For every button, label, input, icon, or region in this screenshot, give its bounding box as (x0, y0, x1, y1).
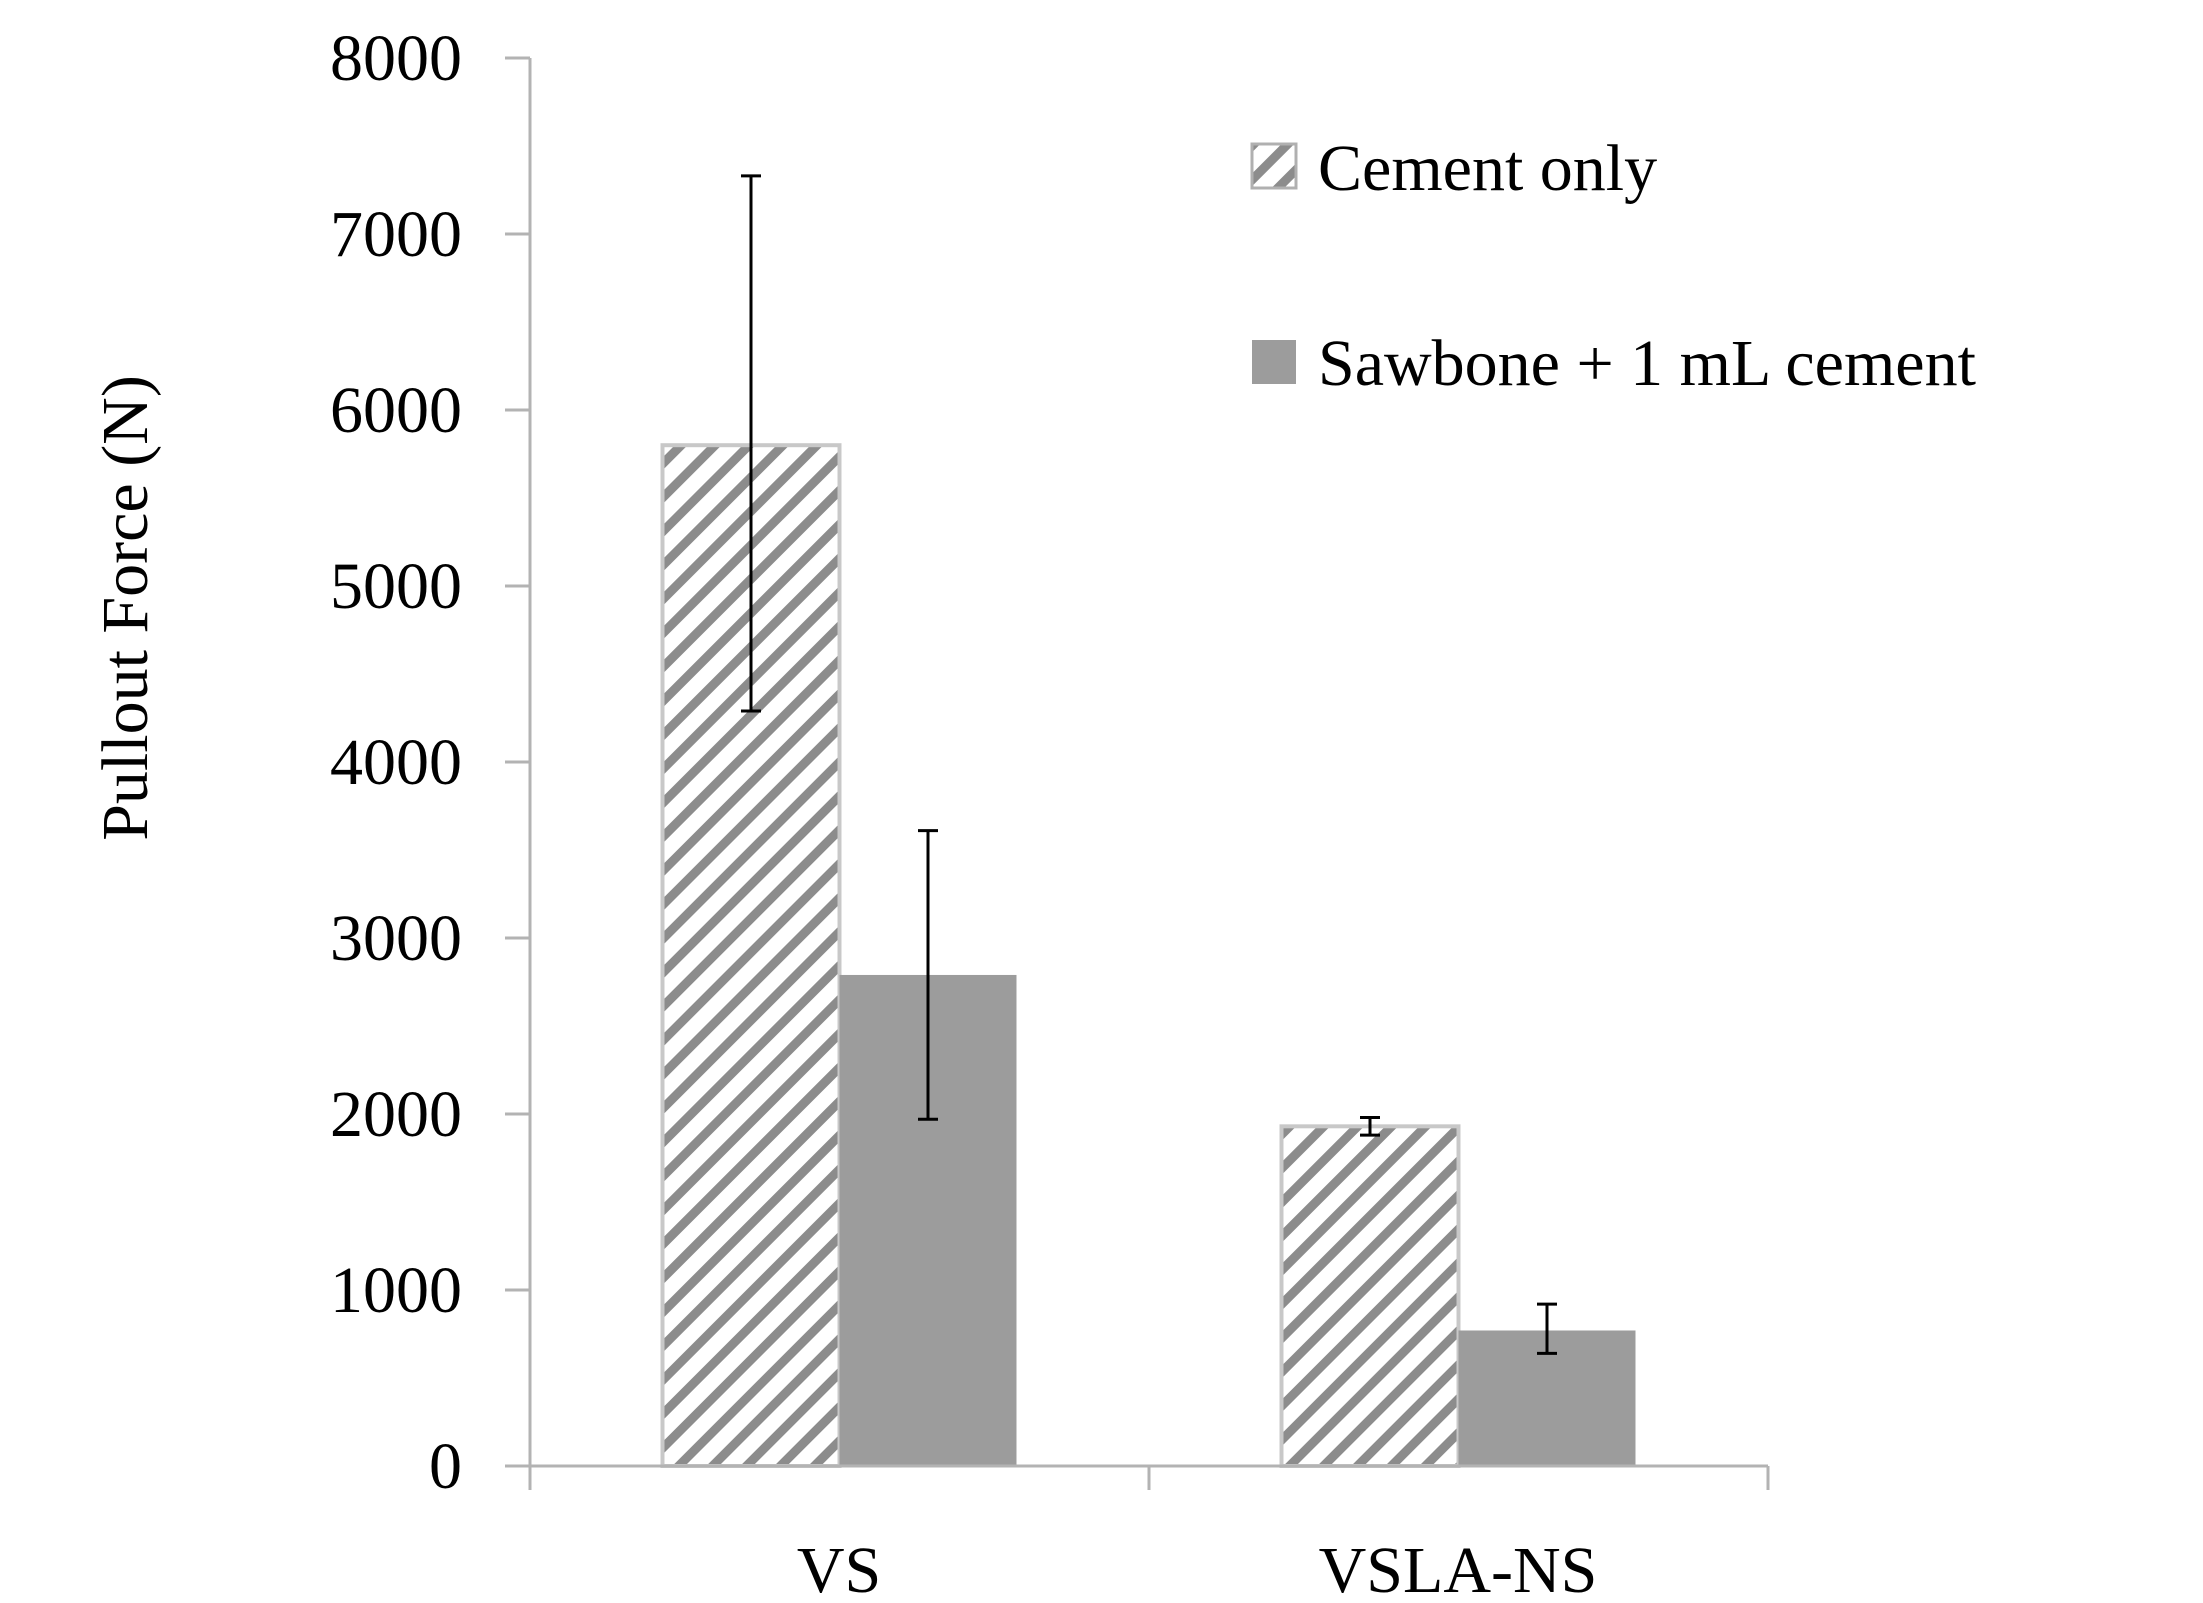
y-tick-label: 3000 (330, 902, 462, 975)
y-tick-label: 7000 (330, 198, 462, 271)
y-axis-ticks: 0 1000 2000 3000 4000 5000 6000 7000 8000 (330, 22, 530, 1503)
legend-label-cement-only: Cement only (1318, 132, 1657, 205)
error-bars (741, 174, 1557, 1355)
y-tick-label: 1000 (330, 1254, 462, 1327)
bar-1-0 (1279, 1124, 1461, 1468)
y-tick-label: 0 (429, 1430, 462, 1503)
legend-swatch-sawbone-cement (1252, 340, 1296, 384)
category-label-vsla-ns: VSLA-NS (1319, 1534, 1598, 1603)
y-axis-title: Pullout Force (N) (89, 375, 162, 841)
category-label-vs: VS (797, 1534, 881, 1603)
y-tick-label: 2000 (330, 1078, 462, 1151)
bars (660, 443, 1636, 1468)
y-tick-label: 5000 (330, 550, 462, 623)
legend: Cement only Sawbone + 1 mL cement (1250, 132, 1976, 400)
legend-swatch-cement-only (1250, 142, 1298, 190)
y-tick-label: 6000 (330, 374, 462, 447)
y-tick-label: 8000 (330, 22, 462, 95)
y-tick-label: 4000 (330, 726, 462, 799)
legend-label-sawbone-cement: Sawbone + 1 mL cement (1318, 327, 1976, 400)
